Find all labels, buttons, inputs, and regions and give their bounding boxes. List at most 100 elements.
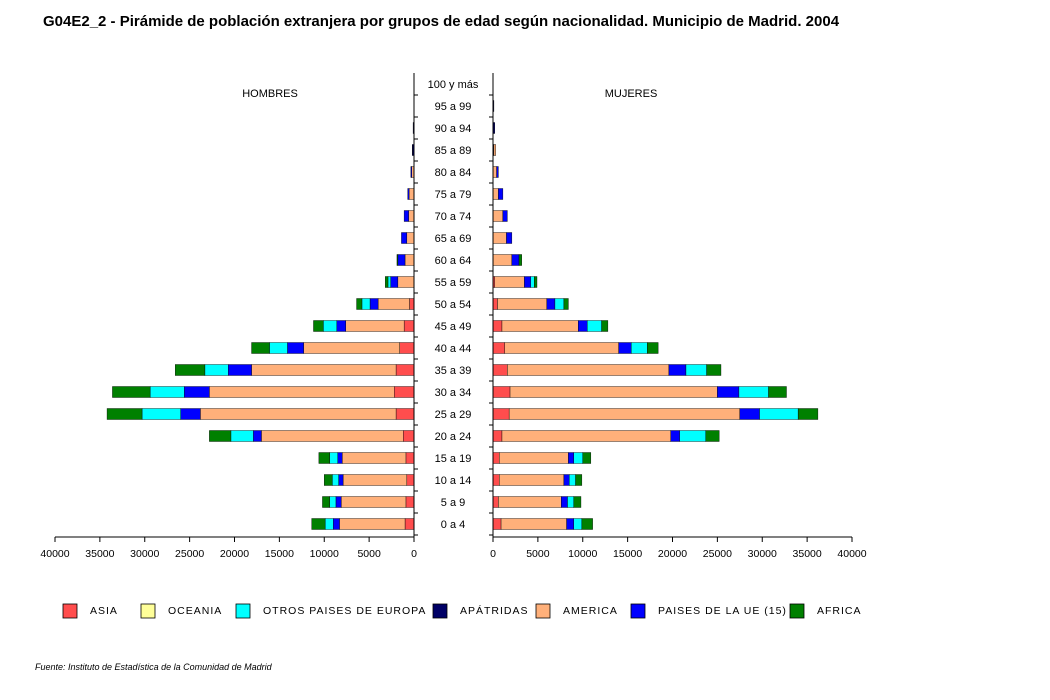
bar-women-45-a-49-otros-paises-de-europa: [587, 320, 602, 332]
bar-women-5-a-9-africa: [573, 496, 582, 508]
bar-men-75-a-79-america: [408, 188, 415, 200]
women-bars: [492, 100, 819, 530]
bar-women-50-a-54-otros-paises-de-europa: [554, 298, 565, 310]
bar-men-25-a-29-paises-de-la-ue-15: [180, 408, 201, 420]
bar-women-80-a-84-paises-de-la-ue-15: [496, 166, 499, 178]
women-x-tick-label: 35000: [793, 548, 822, 560]
bar-men-20-a-24-africa: [209, 430, 232, 442]
legend-swatch-asia: [62, 603, 78, 619]
bar-women-80-a-84-america: [492, 166, 497, 178]
bar-women-10-a-14-otros-paises-de-europa: [569, 474, 576, 486]
bar-men-30-a-34-africa: [112, 386, 151, 398]
bar-men-55-a-59-paises-de-la-ue-15: [390, 276, 399, 288]
bar-men-65-a-69-america: [406, 232, 415, 244]
bar-men-30-a-34-asia: [394, 386, 415, 398]
legend-label-apatridas: APÁTRIDAS: [460, 604, 529, 617]
legend-label-america: AMERICA: [563, 605, 618, 617]
women-x-tick-label: 15000: [613, 548, 642, 560]
bar-women-55-a-59-america: [494, 276, 525, 288]
legend-label-oceania: OCEANIA: [168, 605, 222, 617]
age-label-40-a-44: 40 a 44: [435, 343, 472, 355]
age-label-80-a-84: 80 a 84: [435, 167, 472, 179]
legend-item-america: AMERICA: [535, 603, 618, 619]
bar-women-85-a-89-america: [493, 144, 496, 156]
bar-women-25-a-29-africa: [797, 408, 819, 420]
bar-men-5-a-9-asia: [405, 496, 415, 508]
bar-women-0-a-4-otros-paises-de-europa: [573, 518, 583, 530]
women-label: MUJERES: [605, 88, 658, 100]
bar-men-60-a-64-paises-de-la-ue-15: [397, 254, 406, 266]
axes: 40000 35000 30000 25000 20000 15000 10000 5000 0…: [40, 73, 867, 560]
bar-men-35-a-39-africa: [175, 364, 206, 376]
age-label-70-a-74: 70 a 74: [435, 211, 472, 223]
bar-women-15-a-19-africa: [582, 452, 592, 464]
bar-women-25-a-29-asia: [492, 408, 510, 420]
bar-women-20-a-24-america: [501, 430, 671, 442]
bar-men-60-a-64-america: [404, 254, 415, 266]
bar-women-60-a-64-africa: [518, 254, 522, 266]
legend-swatch-america: [535, 603, 551, 619]
bar-men-25-a-29-otros-paises-de-europa: [141, 408, 181, 420]
age-label-90-a-94: 90 a 94: [435, 123, 472, 135]
bar-men-15-a-19-america: [342, 452, 407, 464]
bar-women-65-a-69-america: [492, 232, 507, 244]
bar-men-55-a-59-america: [397, 276, 415, 288]
bar-women-30-a-34-africa: [768, 386, 787, 398]
legend-item-oceania: OCEANIA: [140, 603, 222, 619]
bar-men-5-a-9-otros-paises-de-europa: [329, 496, 337, 508]
bar-women-20-a-24-africa: [705, 430, 720, 442]
women-x-tick-label: 5000: [526, 548, 550, 560]
bar-women-55-a-59-africa: [534, 276, 538, 288]
bar-men-5-a-9-paises-de-la-ue-15: [335, 496, 342, 508]
bar-men-50-a-54-otros-paises-de-europa: [361, 298, 371, 310]
bar-men-20-a-24-otros-paises-de-europa: [230, 430, 254, 442]
bar-men-15-a-19-paises-de-la-ue-15: [337, 452, 343, 464]
bar-women-25-a-29-otros-paises-de-europa: [759, 408, 799, 420]
bar-men-50-a-54-america: [377, 298, 410, 310]
legend-swatch-otros-paises-de-europa: [235, 603, 251, 619]
men-x-tick-label: 30000: [130, 548, 159, 560]
bar-women-35-a-39-africa: [706, 364, 722, 376]
bar-men-40-a-44-africa: [251, 342, 270, 354]
bar-men-65-a-69-paises-de-la-ue-15: [401, 232, 408, 244]
bar-women-45-a-49-africa: [601, 320, 609, 332]
bar-men-70-a-74-paises-de-la-ue-15: [403, 210, 409, 222]
bar-men-15-a-19-otros-paises-de-europa: [329, 452, 338, 464]
legend-item-africa: AFRICA: [789, 603, 861, 619]
bar-women-25-a-29-america: [508, 408, 741, 420]
bar-women-40-a-44-america: [504, 342, 619, 354]
bar-women-15-a-19-america: [499, 452, 569, 464]
bar-men-50-a-54-paises-de-la-ue-15: [369, 298, 379, 310]
bar-women-5-a-9-asia: [492, 496, 499, 508]
women-x-tick-label: 30000: [748, 548, 777, 560]
legend-item-asia: ASIA: [62, 603, 117, 619]
bar-women-0-a-4-asia: [492, 518, 502, 530]
bar-men-40-a-44-america: [303, 342, 400, 354]
bar-women-10-a-14-america: [499, 474, 565, 486]
bar-men-5-a-9-america: [341, 496, 407, 508]
bar-women-55-a-59-otros-paises-de-europa: [530, 276, 535, 288]
age-label-100-y-mas: 100 y más: [428, 79, 479, 91]
bar-women-60-a-64-paises-de-la-ue-15: [511, 254, 520, 266]
bar-women-65-a-69-paises-de-la-ue-15: [506, 232, 513, 244]
bar-women-40-a-44-asia: [492, 342, 505, 354]
bar-women-40-a-44-paises-de-la-ue-15: [618, 342, 632, 354]
bar-men-10-a-14-africa: [324, 474, 333, 486]
bar-women-30-a-34-america: [509, 386, 718, 398]
legend-swatch-paises-de-la-ue-15: [630, 603, 646, 619]
legend-item-apatridas: APÁTRIDAS: [432, 603, 529, 619]
bar-men-5-a-9-africa: [322, 496, 330, 508]
bar-women-70-a-74-america: [492, 210, 504, 222]
age-label-60-a-64: 60 a 64: [435, 255, 472, 267]
age-label-85-a-89: 85 a 89: [435, 145, 472, 157]
age-label-10-a-14: 10 a 14: [435, 475, 472, 487]
legend-swatch-oceania: [140, 603, 156, 619]
bar-women-45-a-49-paises-de-la-ue-15: [578, 320, 588, 332]
bar-men-45-a-49-otros-paises-de-europa: [323, 320, 338, 332]
bar-men-55-a-59-otros-paises-de-europa: [387, 276, 391, 288]
bar-women-45-a-49-asia: [492, 320, 503, 332]
age-label-15-a-19: 15 a 19: [435, 453, 472, 465]
bar-women-50-a-54-america: [497, 298, 548, 310]
bar-women-45-a-49-america: [501, 320, 579, 332]
bar-men-0-a-4-america: [339, 518, 406, 530]
